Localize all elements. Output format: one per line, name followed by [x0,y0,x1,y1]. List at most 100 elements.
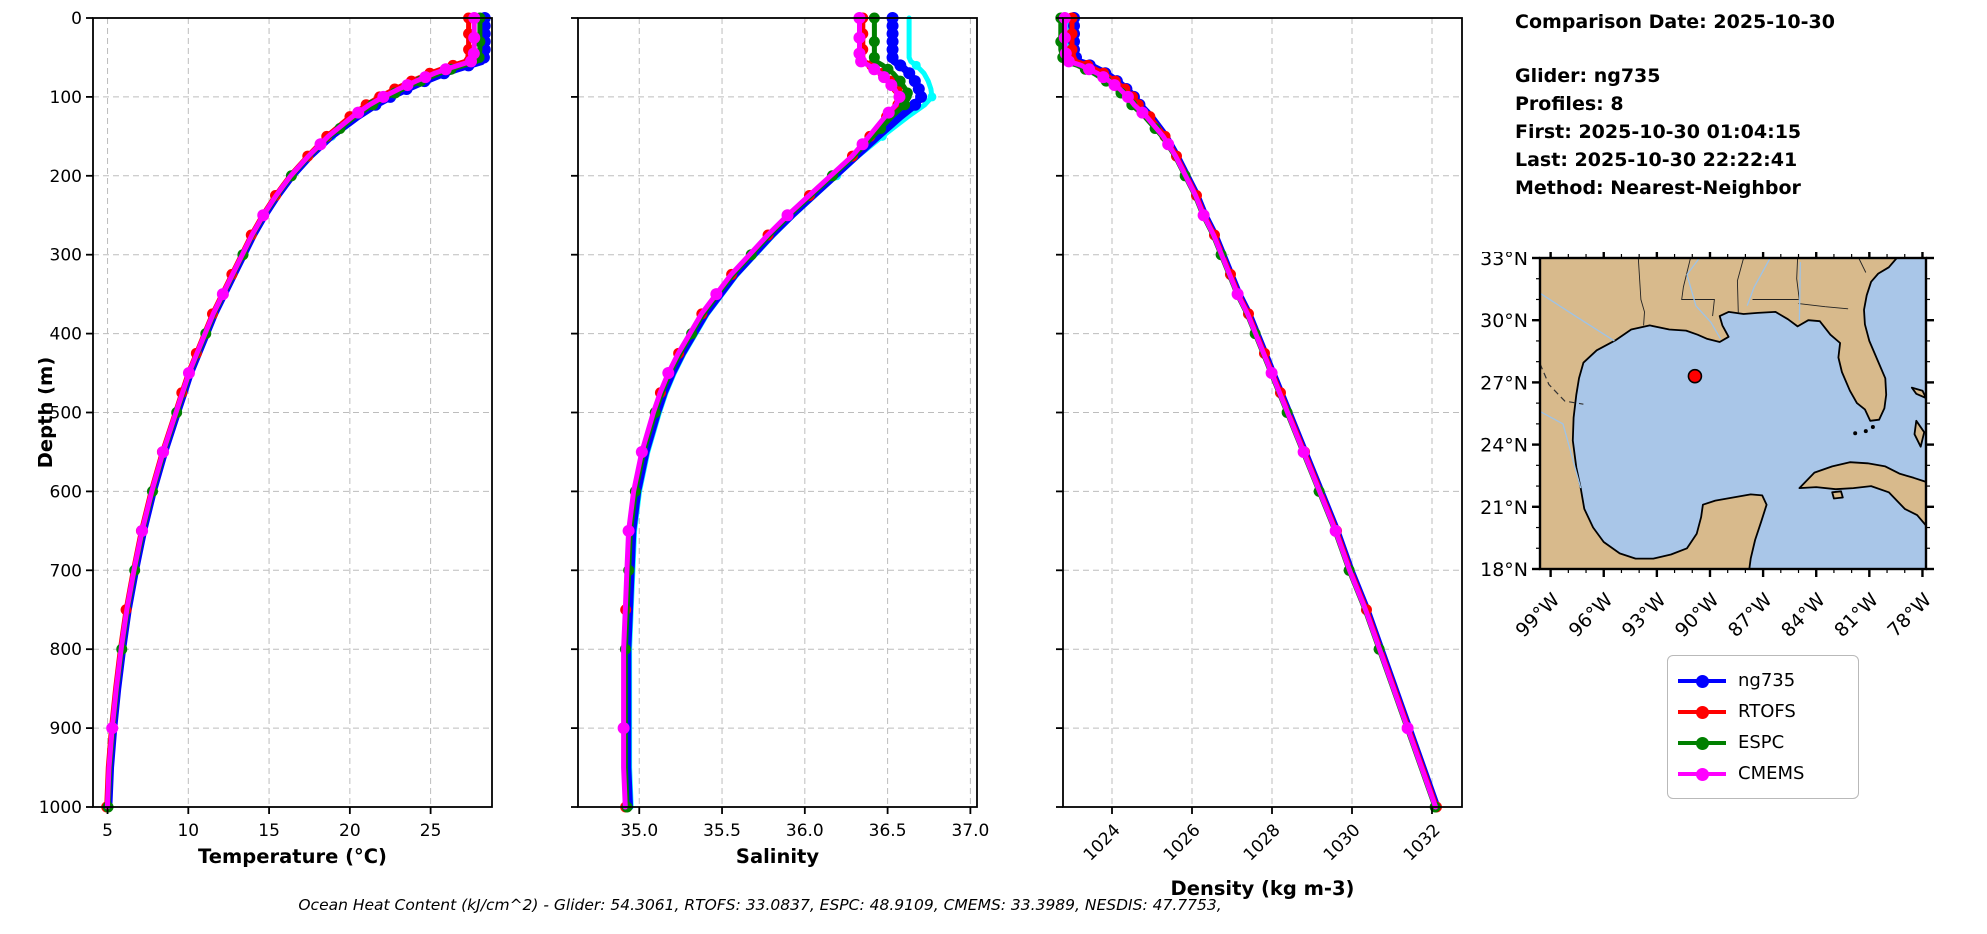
rivers [1539,257,1801,489]
x-tick-label: 1032 [1400,820,1445,865]
x-tick-label: 20 [339,821,361,841]
profile-marker [1162,138,1175,151]
glider-position-marker [1687,368,1703,384]
series-cmems [617,12,906,810]
lon-tick-label: 78°W [1883,589,1936,642]
profile-marker [855,55,868,68]
profile-marker [468,31,481,44]
x-axis-title: Density (kg m-3) [1171,877,1355,900]
legend-entry-ng735: ng735 [1678,665,1846,696]
profile-marker [1058,31,1071,44]
lon-tick-label: 84°W [1777,589,1830,642]
profile-marker [1231,288,1244,301]
lon-tick-label: 87°W [1724,589,1777,642]
florida-keys [1853,431,1858,436]
y-tick-label: 100 [50,88,82,108]
profile-marker [856,138,869,151]
profile-marker [1197,209,1210,222]
series-cmems [104,12,481,810]
legend-entry-espc: ESPC [1678,727,1846,758]
florida-keys [1870,424,1875,429]
legend-line-marker-icon [1678,767,1726,781]
gridlines [93,17,492,808]
y-axis [1056,17,1063,808]
x-axis: 35.0 35.5 36.0 36.5 37.0 Salinity [620,807,989,868]
x-tick-label: 36.0 [786,821,824,841]
profile-marker [439,63,452,76]
profile-marker [617,722,630,735]
lat-tick-label: 33°N [1480,252,1528,270]
profile-marker [182,367,195,380]
profile-marker [377,90,390,103]
x-tick-label: 5 [102,821,113,841]
y-axis: 0 100 200 300 400 500 600 700 800 900 1000 [39,9,93,818]
x-axis-title: Salinity [736,845,819,868]
map-frame [1538,256,1928,571]
first-profile-time-text: First: 2025-10-30 01:04:15 [1515,121,1802,143]
profile-line-cmems [104,15,477,810]
axes-frame [577,17,978,808]
state-borders [1539,257,1867,405]
map-ticks [1532,252,1934,577]
profile-marker [878,71,891,84]
legend-label: ESPC [1738,732,1785,753]
lon-tick-label: 99°W [1512,589,1565,642]
gridlines [578,17,977,808]
density-profile-chart: 1024 1026 1028 1030 1032 Density (kg m-3) [1055,12,1463,900]
profile-marker [216,288,229,301]
gulf-of-mexico-map: 33°N 30°N 27°N 24°N 21°N 18°N 99°W 96°W 93°W 90°W… [1480,252,1936,642]
profile-marker [1097,71,1110,84]
x-tick-label: 35.0 [620,821,658,841]
profile-marker [886,51,899,64]
x-tick-label: 15 [258,821,280,841]
profile-marker [893,90,906,103]
x-tick-label: 1026 [1160,820,1205,865]
spacer [1515,36,1835,62]
profile-marker [911,60,921,70]
y-tick-label: 600 [50,482,82,502]
comparison-date-text: Comparison Date: 2025-10-30 [1515,11,1835,33]
land-masses [1539,257,1927,570]
profile-marker [927,92,937,102]
land-isla-juventud [1831,490,1844,500]
profile-marker [1136,106,1149,119]
y-tick-label: 700 [50,561,82,581]
us-mexico-border [1539,363,1584,405]
profile-marker [1297,445,1310,458]
profile-marker [868,51,880,63]
y-tick-label: 900 [50,719,82,739]
x-tick-label: 1028 [1240,820,1285,865]
profile-marker [419,71,432,84]
y-tick-label: 200 [50,167,82,187]
profile-marker [662,367,675,380]
profile-marker [622,524,635,537]
land-north-america [1539,257,1898,570]
profile-marker [1265,367,1278,380]
lon-tick-label: 90°W [1671,589,1724,642]
profiles-count-text: Profiles: 8 [1515,93,1624,115]
temperature-profile-chart: 5 10 15 20 25 Temperature (°C) 0 100 200 300 400 50… [38,9,493,868]
glider-name-text: Glider: ng735 [1515,65,1661,87]
legend-label: RTOFS [1738,701,1796,722]
x-tick-label: 37.0 [951,821,989,841]
y-tick-label: 500 [50,404,82,424]
x-axis: 5 10 15 20 25 Temperature (°C) [102,807,441,868]
profile-marker [868,63,881,76]
profile-line-cmems [1062,15,1439,810]
series-ng735 [104,12,491,811]
legend-line-marker-icon [1678,705,1726,719]
y-tick-label: 800 [50,640,82,660]
profile-marker [314,138,327,151]
profile-marker [1401,722,1414,735]
lat-tick-label: 27°N [1480,372,1528,394]
profile-marker [635,445,648,458]
profile-marker [1108,79,1121,92]
method-text: Method: Nearest-Neighbor [1515,177,1801,199]
florida-keys [1863,429,1868,434]
profile-marker [710,288,723,301]
profile-marker [352,106,365,119]
x-axis-title: Temperature (°C) [198,845,387,868]
y-tick-label: 0 [71,9,82,29]
lat-tick-label: 18°N [1480,559,1528,581]
profile-marker [136,524,149,537]
